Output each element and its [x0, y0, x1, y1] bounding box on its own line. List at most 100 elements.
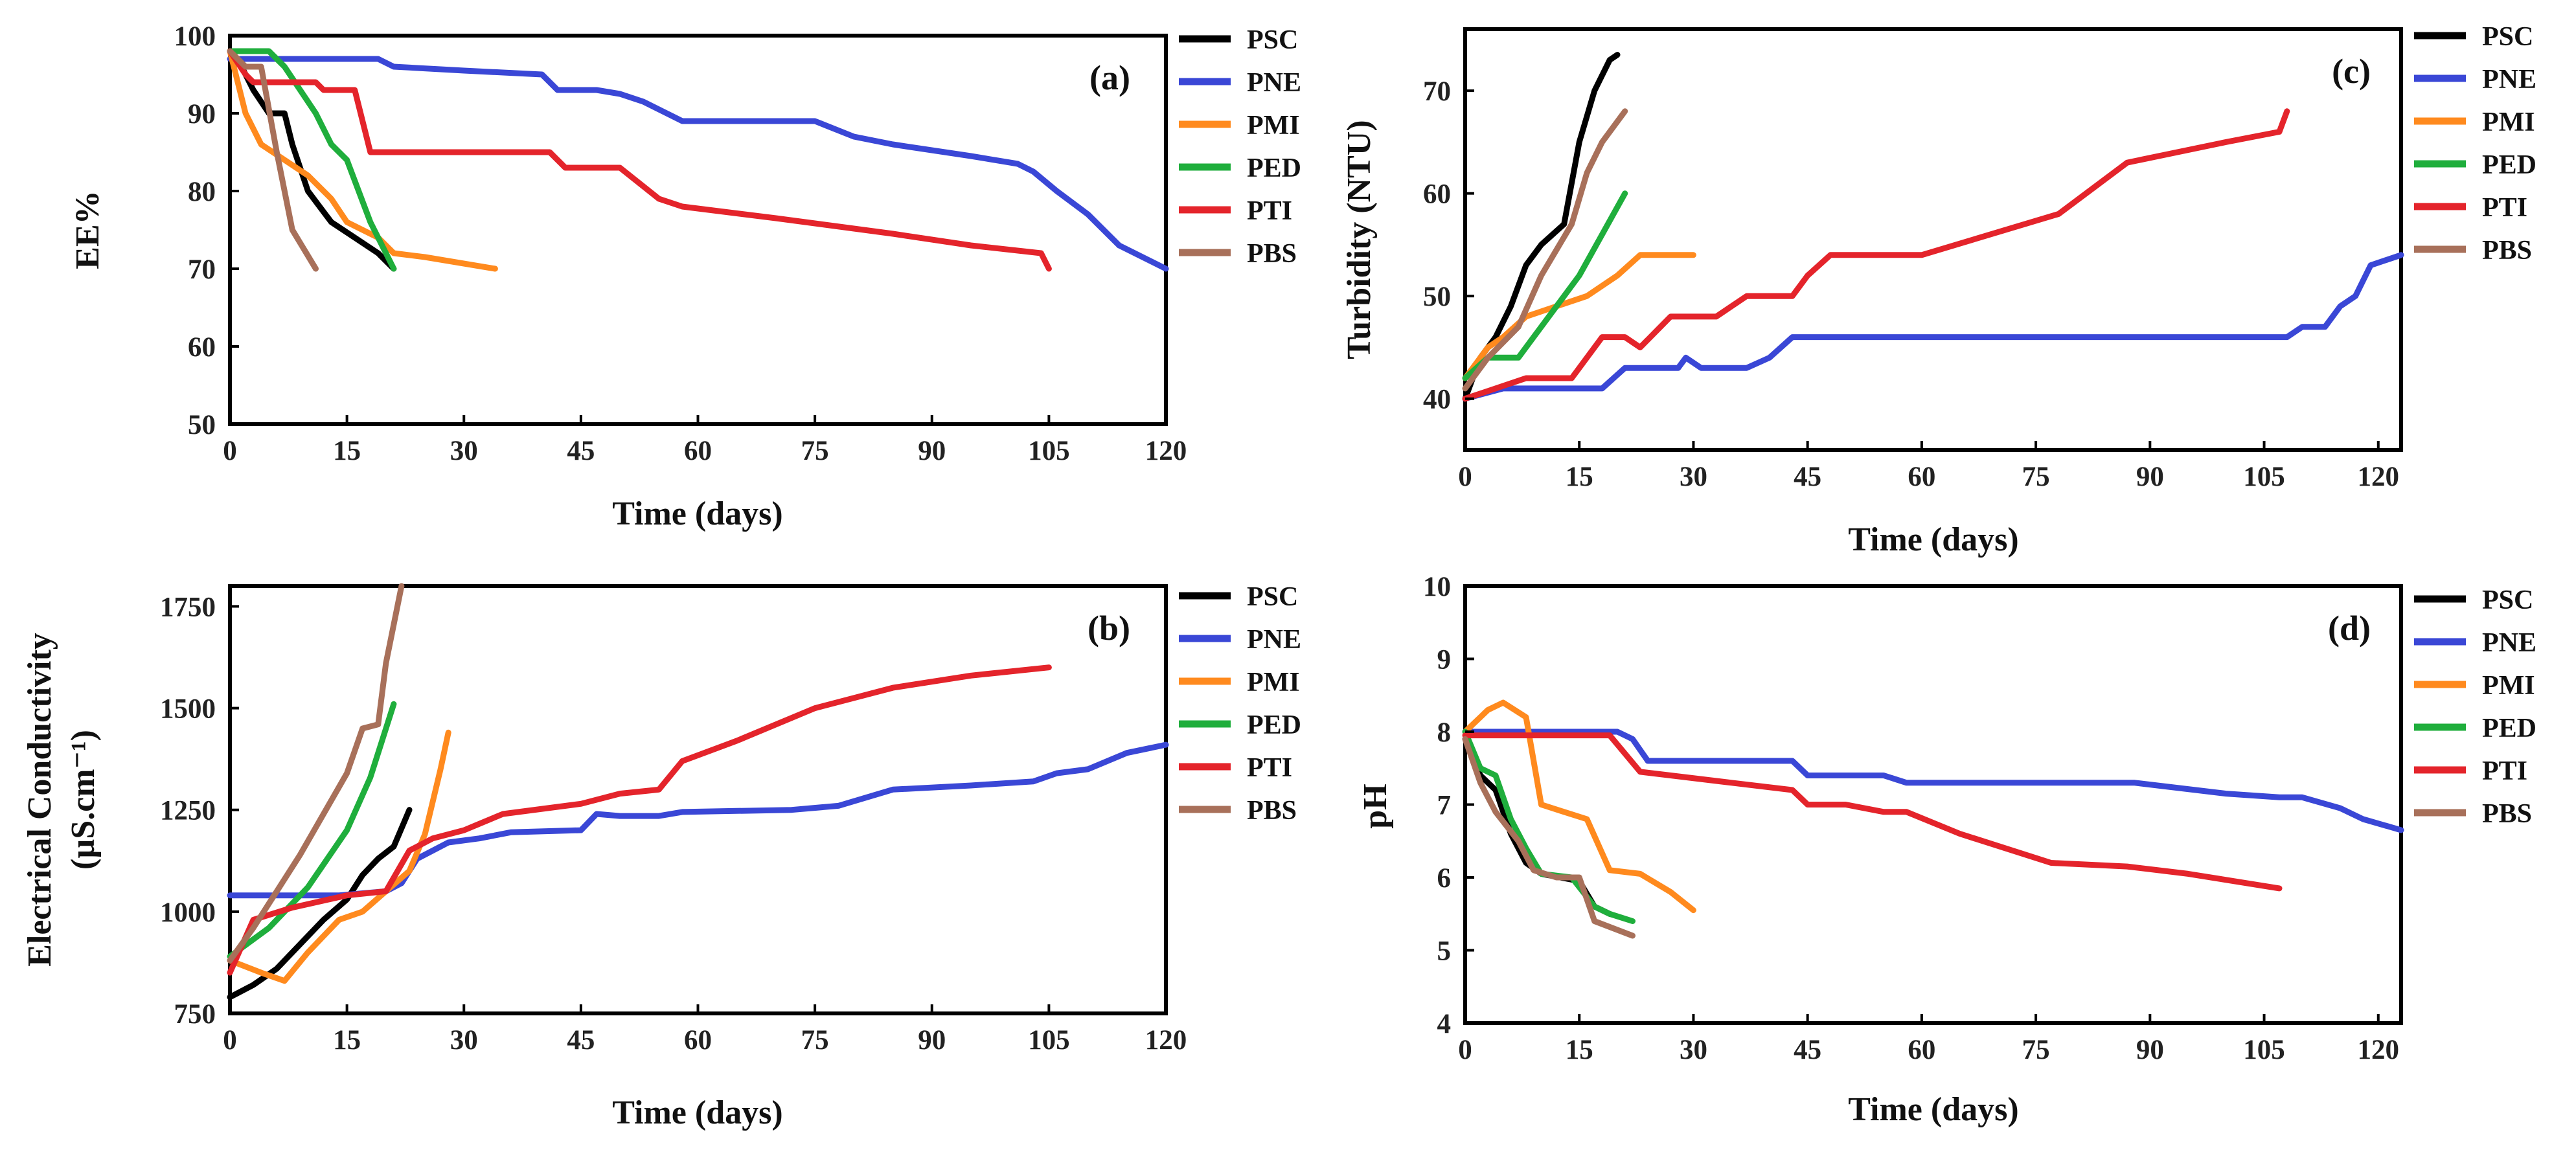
- series-group: [1462, 52, 2404, 402]
- y-tick-label: 1750: [160, 592, 216, 622]
- x-tick-label: 90: [2136, 1035, 2164, 1065]
- panel-label: (d): [2328, 609, 2371, 648]
- legend-label-pbs: PBS: [1247, 796, 1297, 826]
- x-tick-label: 75: [2022, 1035, 2050, 1065]
- legend-label-pbs: PBS: [2482, 799, 2532, 829]
- legend-label-pbs: PBS: [2482, 236, 2532, 265]
- x-tick-label: 0: [223, 436, 237, 466]
- x-tick-label: 15: [333, 1025, 361, 1056]
- x-tick-label: 60: [684, 1025, 712, 1056]
- plot-frame: [228, 584, 1168, 1015]
- legend-label-pmi: PMI: [2482, 107, 2535, 137]
- y-tick-label: 50: [188, 410, 216, 440]
- x-tick-label: 120: [2358, 1035, 2400, 1065]
- panel-a: 0 15 30 45 60 75 90 105 120 50 60 70 80 90 100 (a) Tim…: [69, 21, 1301, 532]
- x-tick-label: 105: [2243, 462, 2285, 492]
- series-line-ped: [227, 701, 397, 960]
- legend-label-pbs: PBS: [1247, 239, 1297, 269]
- legend-label-ped: PED: [1247, 153, 1301, 183]
- legend: PSC PNE PMI PED PTI PBS: [1179, 582, 1301, 826]
- x-axis-title: Time (days): [1848, 1091, 2018, 1128]
- y-tick-label: 9: [1437, 645, 1452, 675]
- legend-label-ped: PED: [2482, 150, 2536, 180]
- legend-label-psc: PSC: [1247, 582, 1298, 612]
- panel-label: (b): [1088, 609, 1130, 648]
- legend-label-psc: PSC: [2482, 22, 2533, 52]
- y-axis-title: Turbidity (NTU): [1341, 120, 1378, 359]
- x-tick-label: 75: [2022, 462, 2050, 492]
- x-tick-label: 60: [1908, 1035, 1935, 1065]
- series-line-pti: [227, 48, 1052, 272]
- legend-label-pti: PTI: [2482, 193, 2527, 223]
- x-tick-label: 15: [333, 436, 361, 466]
- x-tick-label: 75: [801, 436, 829, 466]
- x-tick-label: 30: [1680, 462, 1707, 492]
- series-line-pbs: [1462, 108, 1628, 392]
- x-tick-label: 120: [2358, 462, 2400, 492]
- legend: PSC PNE PMI PED PTI PBS: [1179, 25, 1301, 269]
- panel-label: (a): [1089, 58, 1130, 97]
- legend-label-pne: PNE: [1247, 68, 1301, 98]
- legend: PSC PNE PMI PED PTI PBS: [2414, 22, 2536, 265]
- x-tick-label: 45: [567, 436, 595, 466]
- plot-frame: [1463, 27, 2403, 452]
- series-line-pne: [1462, 728, 2404, 833]
- y-axis-title: pH: [1357, 784, 1394, 828]
- x-tick-label: 0: [1458, 462, 1472, 492]
- series-line-pne: [227, 56, 1169, 272]
- x-tick-label: 30: [1680, 1035, 1707, 1065]
- y-tick-label: 60: [1423, 179, 1451, 210]
- x-tick-label: 120: [1145, 436, 1187, 466]
- y-tick-label: 70: [188, 254, 216, 285]
- legend-label-pne: PNE: [2482, 65, 2536, 95]
- legend: PSC PNE PMI PED PTI PBS: [2414, 585, 2536, 829]
- y-axis-unit: (µS.cm⁻¹): [65, 730, 102, 870]
- x-tick-label: 15: [1566, 1035, 1593, 1065]
- y-tick-label: 50: [1423, 282, 1451, 312]
- y-tick-label: 1500: [160, 694, 216, 725]
- legend-label-psc: PSC: [1247, 25, 1298, 55]
- series-line-pmi: [227, 729, 451, 984]
- x-tick-label: 0: [1458, 1035, 1472, 1065]
- x-axis-title: Time (days): [612, 495, 782, 532]
- y-axis-title: EE%: [69, 190, 106, 269]
- x-tick-label: 30: [450, 1025, 478, 1056]
- panel-c: 0 15 30 45 60 75 90 105 120 40 50 60 70 (c) Time (da…: [1341, 22, 2536, 558]
- y-tick-label: 750: [174, 999, 216, 1030]
- x-axis-title: Time (days): [612, 1094, 782, 1131]
- legend-label-pti: PTI: [2482, 756, 2527, 786]
- y-tick-label: 100: [174, 21, 216, 52]
- y-tick-label: 1000: [160, 898, 216, 928]
- legend-label-psc: PSC: [2482, 585, 2533, 615]
- series-line-ped: [1462, 728, 1636, 924]
- x-tick-label: 105: [2243, 1035, 2285, 1065]
- series-line-pne: [1462, 252, 2404, 402]
- legend-label-pne: PNE: [1247, 625, 1301, 655]
- y-tick-label: 80: [188, 177, 216, 207]
- series-line-pne: [227, 741, 1169, 899]
- series-line-pti: [227, 664, 1052, 976]
- y-tick-label: 5: [1437, 936, 1452, 967]
- legend-label-pmi: PMI: [1247, 668, 1300, 697]
- y-tick-label: 10: [1423, 572, 1451, 602]
- series-line-ped: [227, 48, 397, 272]
- series-group: [227, 583, 1169, 1000]
- panel-b: 0 15 30 45 60 75 90 105 120 750 1000 1250 1500 1750 (…: [21, 582, 1301, 1131]
- x-tick-label: 120: [1145, 1025, 1187, 1056]
- y-tick-label: 8: [1437, 717, 1452, 748]
- series-line-pti: [1462, 108, 2290, 402]
- legend-label-pti: PTI: [1247, 753, 1292, 783]
- x-tick-label: 30: [450, 436, 478, 466]
- x-tick-label: 0: [223, 1025, 237, 1056]
- series-line-pbs: [227, 583, 405, 964]
- plot-frame: [228, 34, 1168, 426]
- x-tick-label: 75: [801, 1025, 829, 1056]
- y-tick-label: 4: [1437, 1009, 1452, 1039]
- legend-label-ped: PED: [1247, 710, 1301, 740]
- x-axis-title: Time (days): [1848, 521, 2018, 558]
- x-tick-label: 45: [567, 1025, 595, 1056]
- series-group: [227, 48, 1169, 272]
- series-line-pti: [1462, 732, 2283, 892]
